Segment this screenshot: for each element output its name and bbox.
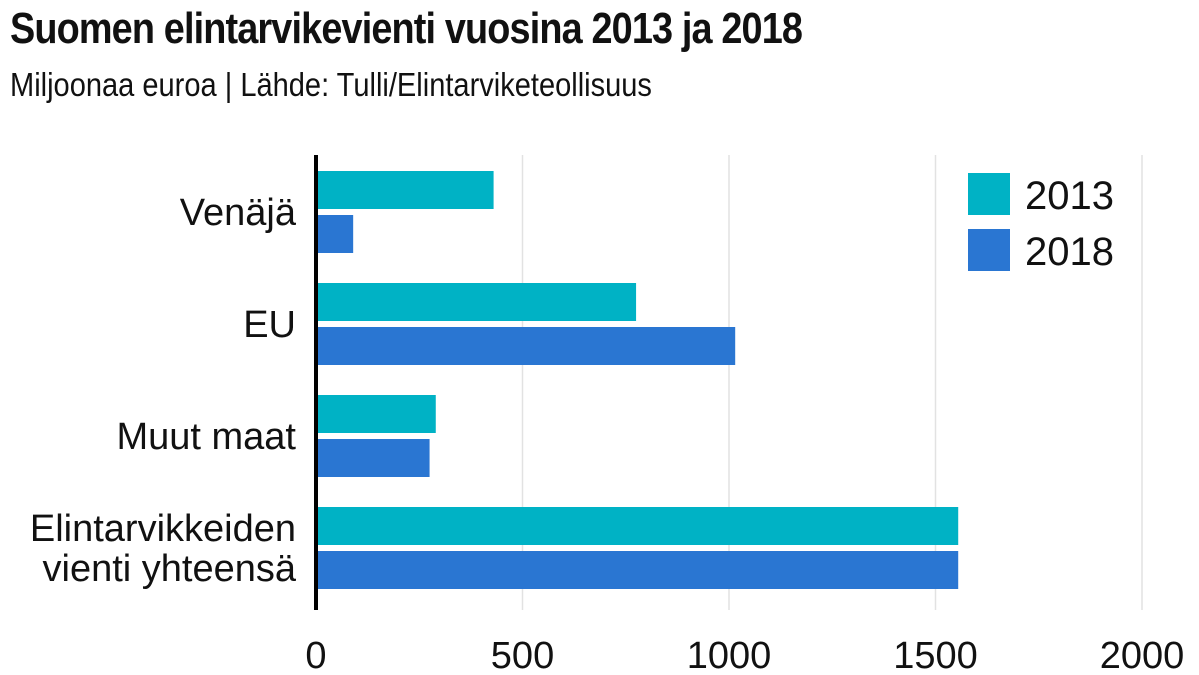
x-tick-label-1000: 1000 bbox=[687, 635, 772, 675]
category-label-0-0: Venäjä bbox=[180, 192, 297, 234]
legend-label-2018: 2018 bbox=[1025, 230, 1114, 274]
category-label-1-0: EU bbox=[243, 304, 296, 346]
legend-swatch-2018 bbox=[968, 229, 1010, 271]
x-tick-label-1500: 1500 bbox=[893, 635, 978, 675]
bar-2018-1 bbox=[316, 327, 736, 365]
chart-subtitle: Miljoonaa euroa | Lähde: Tulli/Elintarvi… bbox=[10, 66, 652, 103]
legend-label-2013: 2013 bbox=[1025, 174, 1114, 218]
bar-2013-3 bbox=[316, 507, 959, 545]
bar-2018-0 bbox=[316, 215, 354, 253]
category-label-3-0: Elintarvikkeiden bbox=[30, 508, 296, 550]
category-label-3-1: vienti yhteensä bbox=[43, 548, 297, 590]
chart-title: Suomen elintarvikevienti vuosina 2013 ja… bbox=[10, 4, 803, 53]
bar-2018-3 bbox=[316, 551, 959, 589]
category-label-2-0: Muut maat bbox=[116, 416, 296, 458]
bar-2013-2 bbox=[316, 395, 436, 433]
x-tick-label-500: 500 bbox=[491, 635, 554, 675]
legend-swatch-2013 bbox=[968, 173, 1010, 215]
bar-2013-1 bbox=[316, 283, 637, 321]
bar-2018-2 bbox=[316, 439, 430, 477]
x-tick-label-2000: 2000 bbox=[1100, 635, 1185, 675]
x-tick-label-0: 0 bbox=[305, 635, 326, 675]
bar-2013-0 bbox=[316, 171, 494, 209]
